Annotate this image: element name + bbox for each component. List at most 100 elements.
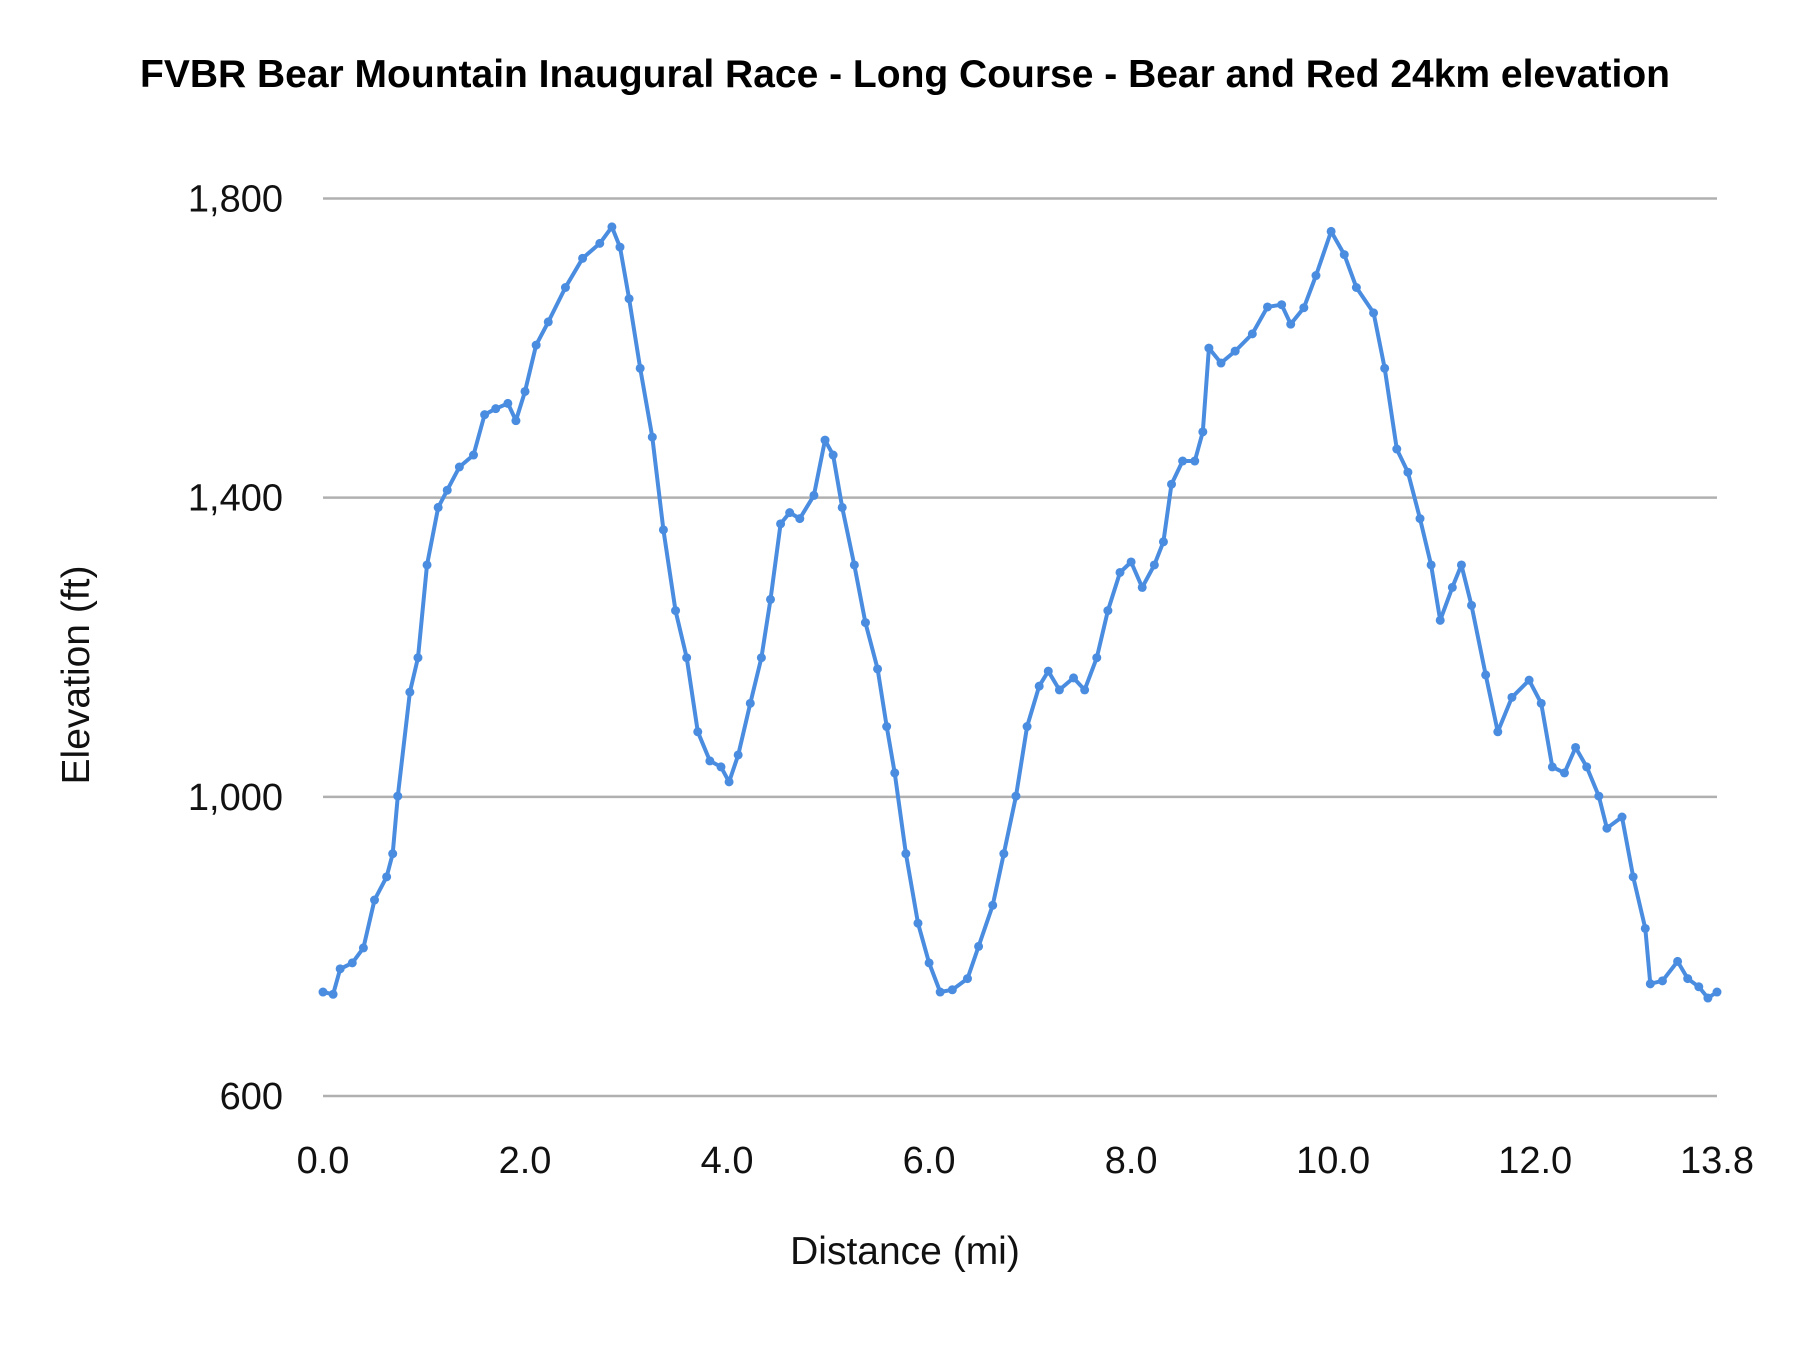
data-point	[1617, 812, 1627, 822]
data-point	[335, 964, 345, 974]
data-point	[1216, 358, 1226, 368]
data-point	[1022, 722, 1032, 732]
data-point	[1080, 685, 1090, 695]
data-point	[543, 317, 553, 327]
data-point	[913, 918, 923, 928]
data-point	[388, 849, 398, 859]
data-point	[1262, 302, 1272, 312]
data-point	[595, 238, 605, 248]
data-point	[1069, 673, 1079, 683]
data-point	[503, 398, 513, 408]
x-tick-label: 10.0	[1296, 1140, 1370, 1182]
elevation-series	[318, 222, 1722, 1003]
data-point	[1149, 560, 1159, 570]
data-point	[756, 653, 766, 663]
x-tick-label: 2.0	[499, 1140, 552, 1182]
x-tick-label: 0.0	[297, 1140, 350, 1182]
data-point	[1415, 514, 1425, 524]
data-point	[873, 664, 883, 674]
data-point	[1403, 467, 1413, 477]
data-point	[1158, 537, 1168, 547]
data-point	[1137, 582, 1147, 592]
data-point	[947, 985, 957, 995]
y-tick-label: 1,000	[188, 777, 283, 819]
data-point	[765, 594, 775, 604]
data-point	[413, 653, 423, 663]
data-point	[1456, 560, 1466, 570]
data-point	[1351, 283, 1361, 293]
data-point	[1507, 692, 1517, 702]
y-axis-ticks: 600 1,000 1,400 1,800	[188, 179, 283, 1119]
data-point	[1571, 742, 1581, 752]
data-point	[328, 989, 338, 999]
data-point	[1167, 479, 1177, 489]
data-point	[1673, 956, 1683, 966]
data-point	[828, 450, 838, 460]
data-point	[795, 514, 805, 524]
elevation-line	[322, 224, 1719, 1000]
data-point	[1311, 271, 1321, 281]
data-point	[882, 722, 892, 732]
data-point	[1628, 872, 1638, 882]
data-point	[776, 519, 786, 529]
data-point	[658, 525, 668, 535]
data-point	[1559, 768, 1569, 778]
chart-title: FVBR Bear Mountain Inaugural Race - Long…	[140, 53, 1670, 96]
data-point	[1011, 791, 1021, 801]
data-point	[480, 410, 490, 420]
data-point	[1126, 557, 1136, 567]
data-point	[1467, 600, 1477, 610]
data-point	[988, 900, 998, 910]
data-point	[1392, 444, 1402, 454]
data-point	[393, 791, 403, 801]
data-point	[1277, 300, 1287, 310]
x-axis-ticks: 0.0 2.0 4.0 6.0 8.0 10.0 12.0 13.8	[297, 1140, 1754, 1182]
data-point	[1645, 979, 1655, 989]
data-point	[1034, 681, 1044, 691]
data-point	[1435, 615, 1445, 625]
data-point	[924, 958, 934, 968]
x-axis-label: Distance (mi)	[790, 1230, 1020, 1273]
data-point	[1054, 685, 1064, 695]
data-point	[1299, 303, 1309, 313]
data-point	[1640, 923, 1650, 933]
data-point	[1369, 308, 1379, 318]
data-point	[809, 490, 819, 500]
data-point	[1602, 823, 1612, 833]
data-point	[1657, 976, 1667, 986]
data-point	[1380, 363, 1390, 373]
data-point	[578, 253, 588, 263]
y-tick-label: 600	[220, 1076, 283, 1118]
data-point	[1447, 582, 1457, 592]
data-point	[1694, 982, 1704, 992]
data-point	[724, 777, 734, 787]
data-point	[705, 756, 715, 766]
data-point	[358, 943, 368, 953]
x-tick-label: 13.8	[1680, 1140, 1754, 1182]
data-point	[442, 485, 452, 495]
data-point	[999, 849, 1009, 859]
data-point	[1582, 762, 1592, 772]
data-point	[1286, 319, 1296, 329]
data-point	[1594, 791, 1604, 801]
data-point	[1198, 427, 1208, 437]
data-point	[1712, 987, 1722, 997]
data-point	[693, 727, 703, 737]
data-point	[1230, 346, 1240, 356]
data-point	[647, 432, 657, 442]
data-point	[1426, 560, 1436, 570]
data-point	[520, 386, 530, 396]
data-point	[1043, 666, 1053, 676]
data-point	[716, 762, 726, 772]
data-point	[682, 653, 692, 663]
x-tick-label: 6.0	[903, 1140, 956, 1182]
data-point	[624, 294, 634, 304]
data-point	[1339, 250, 1349, 260]
gridlines	[323, 197, 1717, 1098]
data-point	[1115, 567, 1125, 577]
x-tick-label: 4.0	[701, 1140, 754, 1182]
data-point	[745, 698, 755, 708]
data-point	[531, 340, 541, 350]
data-point	[347, 958, 357, 968]
